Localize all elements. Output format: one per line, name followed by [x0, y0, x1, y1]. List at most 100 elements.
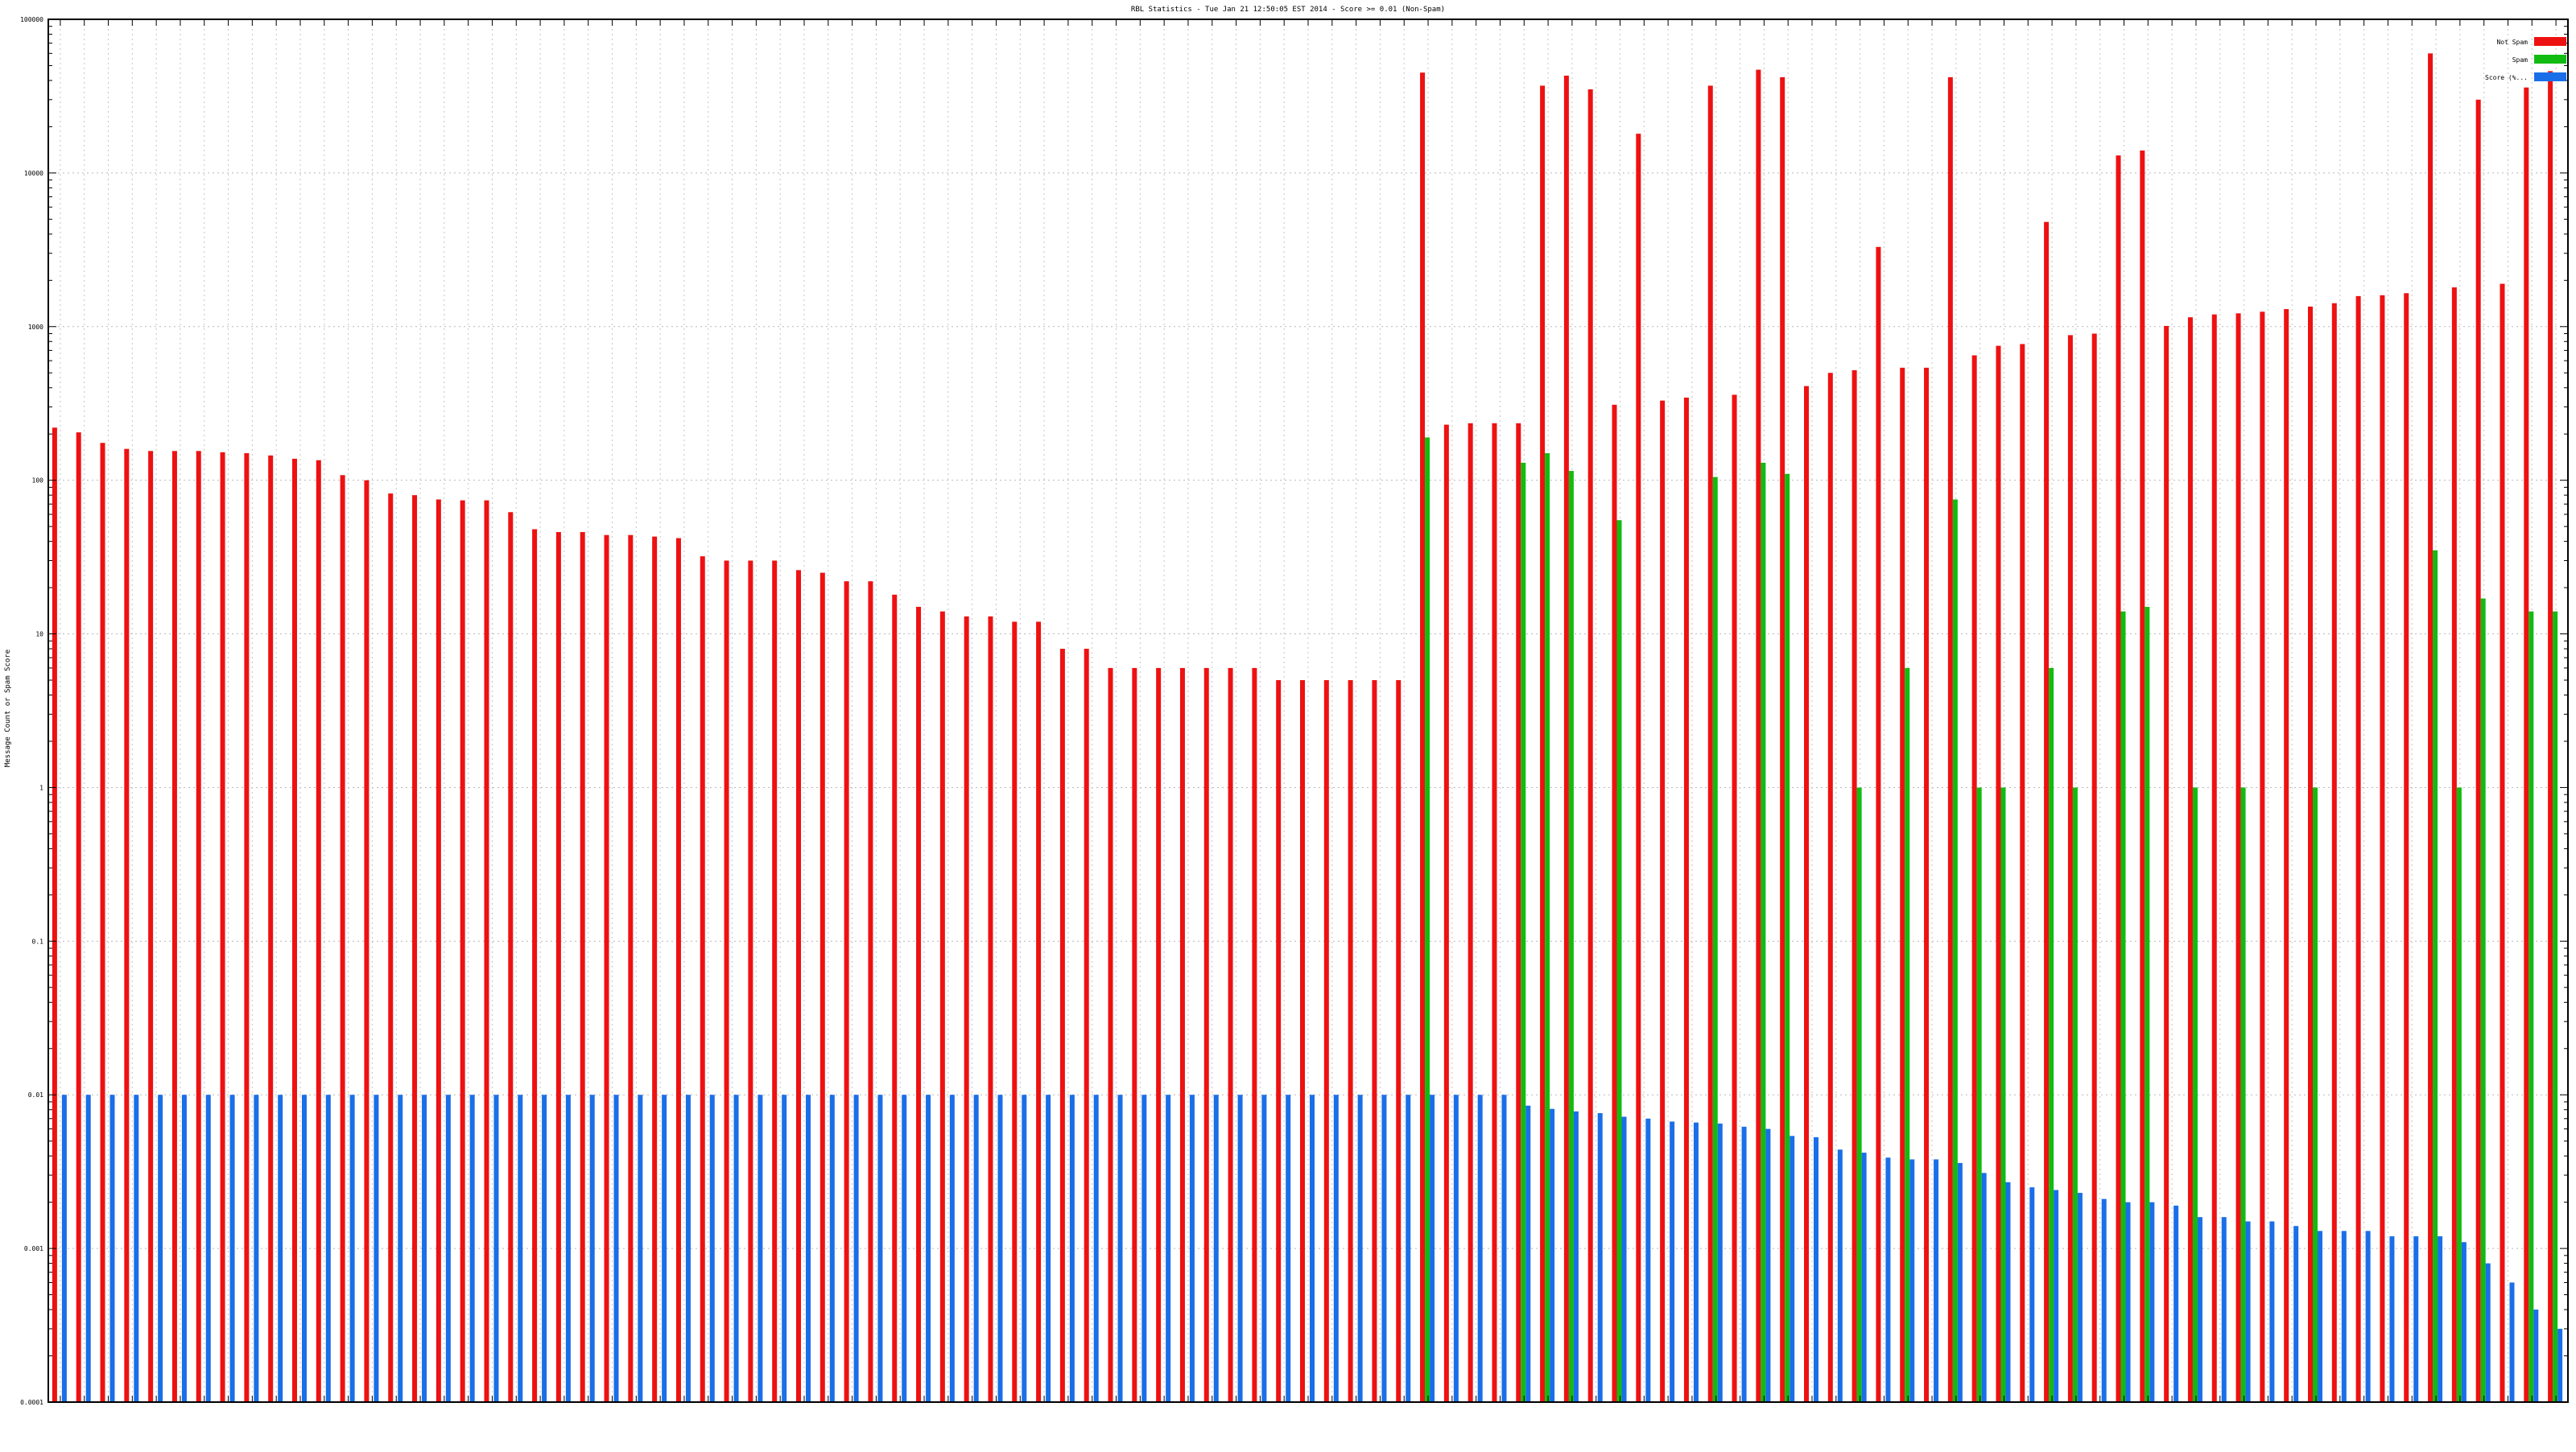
bar-spam-58 [1425, 437, 1430, 1403]
bar-score-23 [589, 1095, 595, 1402]
bar-not-spam-73 [1780, 76, 1785, 1402]
bar-not-spam-93 [2260, 311, 2265, 1402]
bar-score-51 [1261, 1095, 1267, 1402]
bar-spam-63 [1545, 453, 1550, 1402]
bar-not-spam-57 [1396, 680, 1402, 1402]
bar-not-spam-8 [220, 452, 225, 1403]
bar-score-55 [1357, 1095, 1363, 1402]
bar-score-76 [1861, 1153, 1867, 1402]
bar-score-79 [1934, 1159, 1939, 1402]
bar-not-spam-16 [412, 495, 418, 1403]
bar-score-18 [469, 1095, 475, 1402]
bar-not-spam-96 [2331, 303, 2337, 1403]
bar-spam-80 [1952, 499, 1958, 1402]
bar-not-spam-68 [1660, 400, 1666, 1403]
bar-score-87 [2125, 1202, 2131, 1402]
bar-not-spam-32 [796, 570, 801, 1402]
bar-not-spam-3 [100, 443, 105, 1402]
bar-not-spam-66 [1612, 404, 1617, 1402]
bar-spam-78 [1905, 667, 1910, 1402]
bar-not-spam-11 [292, 458, 297, 1402]
bar-not-spam-59 [1443, 424, 1449, 1402]
bar-not-spam-20 [508, 512, 514, 1402]
bar-not-spam-76 [1852, 369, 1857, 1402]
bar-not-spam-90 [2187, 317, 2193, 1403]
y-tick-label: 0.0001 [20, 1399, 43, 1406]
bar-spam-70 [1712, 476, 1718, 1402]
bar-score-80 [1957, 1162, 1963, 1402]
bar-not-spam-105 [2548, 71, 2553, 1402]
bar-not-spam-49 [1203, 667, 1209, 1402]
bar-score-16 [422, 1095, 427, 1402]
bar-score-96 [2341, 1231, 2347, 1402]
bar-spam-101 [2456, 787, 2462, 1402]
legend: Not Spam Spam Score (%... [2485, 37, 2566, 81]
bar-score-74 [1814, 1136, 1818, 1402]
bar-not-spam-92 [2235, 313, 2241, 1402]
bar-not-spam-65 [1587, 89, 1593, 1402]
bar-score-69 [1693, 1122, 1699, 1402]
bar-score-14 [374, 1095, 379, 1402]
bar-spam-105 [2553, 611, 2558, 1402]
bar-score-44 [1093, 1095, 1099, 1402]
legend-swatch [2534, 55, 2566, 64]
bar-score-99 [2413, 1236, 2419, 1402]
bar-spam-66 [1616, 520, 1622, 1402]
bar-score-2 [85, 1095, 91, 1402]
bar-score-68 [1670, 1121, 1675, 1402]
bar-score-53 [1310, 1095, 1315, 1402]
bar-score-4 [134, 1095, 139, 1402]
bar-not-spam-62 [1516, 423, 1521, 1402]
bar-score-48 [1189, 1095, 1195, 1402]
bar-score-42 [1046, 1095, 1051, 1402]
bar-score-88 [2149, 1202, 2155, 1402]
bar-score-90 [2197, 1217, 2202, 1402]
bar-score-101 [2461, 1242, 2467, 1402]
bar-not-spam-23 [580, 532, 585, 1402]
bar-not-spam-75 [1827, 373, 1833, 1402]
legend-label: Spam [2512, 56, 2528, 64]
bar-score-3 [109, 1095, 115, 1402]
bar-not-spam-67 [1636, 134, 1641, 1402]
bar-score-25 [638, 1095, 643, 1402]
bar-not-spam-21 [532, 529, 538, 1402]
bar-score-41 [1022, 1095, 1027, 1402]
bar-score-31 [782, 1095, 787, 1402]
bar-not-spam-83 [2020, 344, 2025, 1403]
y-tick-label: 1 [39, 784, 43, 791]
bar-spam-64 [1568, 471, 1574, 1402]
y-tick-label: 1000 [28, 324, 43, 331]
bar-not-spam-104 [2524, 87, 2529, 1403]
bar-score-43 [1069, 1095, 1075, 1402]
bar-score-10 [278, 1095, 283, 1402]
bar-score-35 [877, 1095, 883, 1402]
bar-score-38 [949, 1095, 955, 1402]
bar-not-spam-10 [268, 455, 274, 1402]
bar-spam-62 [1521, 462, 1526, 1403]
bar-not-spam-103 [2500, 283, 2505, 1402]
y-tick-label: 0.001 [24, 1245, 43, 1252]
bar-score-30 [758, 1095, 763, 1402]
bar-score-89 [2174, 1205, 2179, 1402]
bar-score-62 [1525, 1105, 1531, 1402]
bar-not-spam-74 [1804, 386, 1809, 1403]
bar-spam-90 [2192, 787, 2198, 1402]
bar-score-36 [902, 1095, 907, 1402]
bar-spam-84 [2049, 667, 2054, 1402]
bar-spam-81 [1976, 787, 1982, 1402]
bar-not-spam-70 [1707, 85, 1713, 1402]
bar-not-spam-52 [1276, 680, 1282, 1402]
legend-swatch [2534, 37, 2566, 46]
y-tick-label: 100000 [20, 16, 43, 23]
bar-score-6 [181, 1095, 187, 1402]
bar-not-spam-99 [2404, 293, 2409, 1402]
bar-score-92 [2245, 1221, 2251, 1402]
bar-not-spam-1 [52, 427, 57, 1402]
bar-score-24 [613, 1095, 619, 1402]
bar-not-spam-42 [1036, 621, 1042, 1402]
bar-not-spam-77 [1876, 246, 1881, 1402]
bar-not-spam-100 [2428, 53, 2434, 1403]
bar-not-spam-24 [604, 534, 609, 1402]
bar-score-17 [445, 1095, 451, 1402]
